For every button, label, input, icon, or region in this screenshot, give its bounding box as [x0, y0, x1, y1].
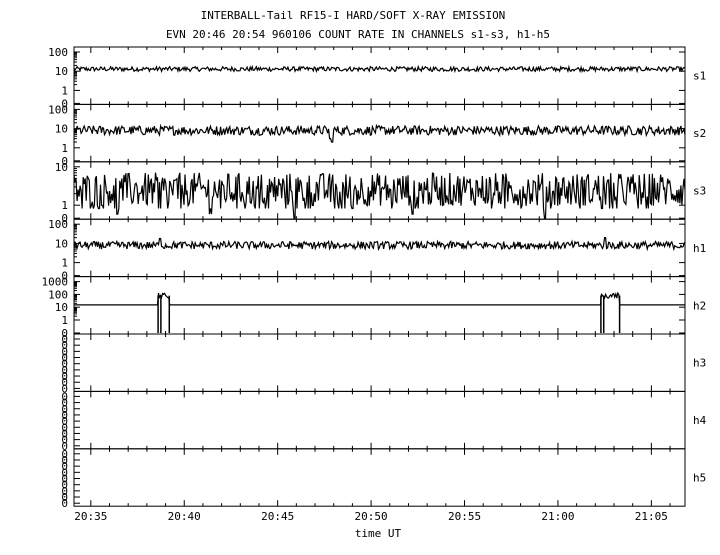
- panel-s2: s2 100 10 10: [48, 103, 706, 167]
- y-tick-label: 1: [61, 257, 68, 270]
- panel-frame-s1: [73, 46, 686, 105]
- y-tick-label: 0: [61, 333, 68, 346]
- x-tick-label: 20:40: [168, 510, 201, 523]
- y-tick-label: 0: [61, 327, 68, 340]
- x-tick-label: 20:35: [74, 510, 107, 523]
- y-tick-label: 0: [61, 440, 68, 453]
- y-tick-label: 0: [61, 364, 68, 377]
- y-tick-label: 0: [61, 497, 68, 510]
- panel-s1: s1 100 10 10: [48, 46, 706, 110]
- y-tick-label: 0: [61, 97, 68, 110]
- channel-label-s2: s2: [693, 127, 706, 140]
- y-tick-label: 0: [61, 397, 68, 410]
- y-tick-label: 0: [61, 434, 68, 447]
- y-tick-label: 0: [61, 491, 68, 504]
- y-tick-label: 0: [61, 479, 68, 492]
- chart-subtitle: EVN 20:46 20:54 960106 COUNT RATE IN CHA…: [166, 28, 550, 41]
- panels-group: s11001010s21001010s31010h11001010h210001…: [42, 46, 707, 510]
- y-tick-label: 0: [61, 352, 68, 365]
- y-tick-label: 0: [61, 403, 68, 416]
- y-tick-label: 0: [61, 485, 68, 498]
- y-tick-label: 0: [61, 415, 68, 428]
- y-tick-label: 10: [55, 161, 68, 174]
- y-tick-label: 0: [61, 448, 68, 461]
- x-ticks-group: 20:35 20:40 20:45 20:50 20:55 21:00 21:05: [74, 510, 668, 523]
- y-tick-label: 1: [61, 142, 68, 155]
- channel-label-h4: h4: [693, 414, 707, 427]
- y-tick-label: 1: [61, 199, 68, 212]
- y-tick-label: 0: [61, 376, 68, 389]
- series-line-h2: [74, 291, 685, 306]
- x-tick-label: 20:45: [261, 510, 294, 523]
- y-tick-label: 0: [61, 382, 68, 395]
- y-tick-label: 100: [48, 103, 68, 116]
- channel-label-h5: h5: [693, 472, 706, 485]
- y-tick-label: 0: [61, 421, 68, 434]
- y-tick-label: 0: [61, 155, 68, 168]
- y-tick-label: 100: [48, 46, 68, 59]
- y-tick-label: 10: [55, 65, 68, 78]
- y-tick-label: 0: [61, 270, 68, 283]
- x-tick-label: 21:00: [541, 510, 574, 523]
- series-line-s1: [73, 64, 686, 74]
- series-line-s2: [73, 123, 686, 143]
- y-tick-label: 0: [61, 390, 68, 403]
- y-tick-label: 0: [61, 212, 68, 225]
- y-tick-label: 0: [61, 409, 68, 422]
- y-tick-label: 0: [61, 473, 68, 486]
- y-tick-label: 1: [61, 314, 68, 327]
- panel-frame-h5: [73, 448, 686, 507]
- channel-label-h2: h2: [693, 299, 706, 312]
- channel-label-s3: s3: [693, 185, 706, 198]
- y-tick-label: 10: [55, 123, 68, 136]
- y-tick-label: 100: [48, 218, 68, 231]
- y-tick-label: 1: [61, 84, 68, 97]
- y-tick-label: 0: [61, 460, 68, 473]
- panel-frame-s2: [73, 103, 686, 163]
- y-tick-label: 10: [55, 301, 68, 314]
- series-line-h1: [73, 237, 686, 252]
- y-tick-label: 1000: [42, 276, 69, 289]
- x-tick-label: 20:50: [355, 510, 388, 523]
- y-tick-label: 100: [48, 288, 68, 301]
- panel-s3: s3 10 10: [55, 161, 707, 225]
- panel-frame-h4: [73, 390, 686, 450]
- series-line-s3: [73, 172, 686, 219]
- panel-frame-h3: [73, 333, 686, 392]
- y-tick-label: 0: [61, 358, 68, 371]
- channel-label-s1: s1: [693, 70, 706, 83]
- y-tick-label: 0: [61, 345, 68, 358]
- panel-h1: h1 100 10 10: [48, 218, 706, 282]
- chart-title: INTERBALL-Tail RF15-I HARD/SOFT X-RAY EM…: [201, 9, 506, 22]
- y-tick-label: 10: [55, 237, 68, 250]
- x-axis-label: time UT: [355, 527, 402, 540]
- x-tick-label: 20:55: [448, 510, 481, 523]
- y-tick-label: 0: [61, 454, 68, 467]
- y-tick-label: 0: [61, 339, 68, 352]
- channel-label-h1: h1: [693, 242, 706, 255]
- y-tick-label: 0: [61, 427, 68, 440]
- channel-label-h3: h3: [693, 357, 706, 370]
- x-tick-label: 21:05: [635, 510, 668, 523]
- y-tick-label: 0: [61, 370, 68, 383]
- y-tick-label: 0: [61, 466, 68, 479]
